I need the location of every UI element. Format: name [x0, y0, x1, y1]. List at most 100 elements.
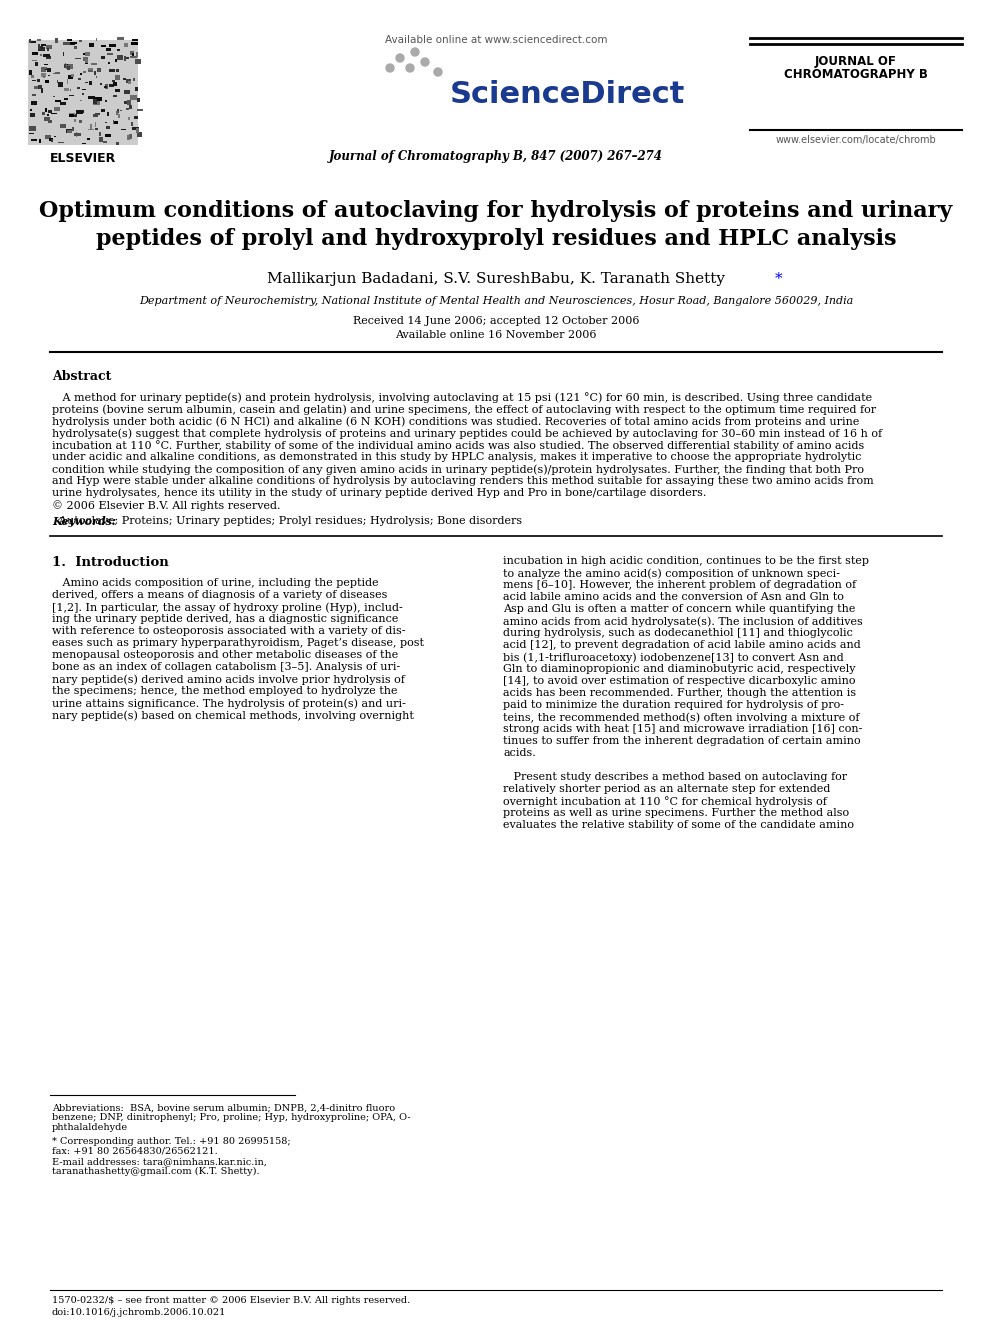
- Bar: [126, 78, 131, 82]
- Bar: [90, 62, 97, 65]
- Text: bis (1,1-trifluroacetoxy) iodobenzene[13] to convert Asn and: bis (1,1-trifluroacetoxy) iodobenzene[13…: [503, 652, 844, 663]
- Bar: [109, 69, 115, 71]
- Bar: [128, 116, 130, 120]
- Bar: [69, 42, 74, 45]
- Bar: [116, 142, 119, 144]
- Bar: [77, 111, 80, 114]
- Bar: [89, 81, 92, 85]
- Text: Optimum conditions of autoclaving for hydrolysis of proteins and urinary
peptide: Optimum conditions of autoclaving for hy…: [40, 200, 952, 250]
- Bar: [96, 75, 97, 78]
- Bar: [107, 53, 113, 56]
- Bar: [89, 44, 94, 46]
- Bar: [68, 75, 73, 78]
- Bar: [117, 37, 124, 40]
- Bar: [53, 95, 55, 98]
- Bar: [124, 56, 126, 61]
- Bar: [127, 99, 128, 105]
- Bar: [74, 119, 75, 122]
- Bar: [113, 95, 117, 98]
- Bar: [130, 57, 137, 58]
- Bar: [66, 65, 72, 69]
- Text: Received 14 June 2006; accepted 12 October 2006: Received 14 June 2006; accepted 12 Octob…: [353, 316, 639, 325]
- Text: JOURNAL OF: JOURNAL OF: [815, 56, 897, 67]
- Circle shape: [386, 64, 394, 71]
- Bar: [133, 127, 139, 130]
- Bar: [126, 57, 129, 60]
- Text: overnight incubation at 110 °C for chemical hydrolysis of: overnight incubation at 110 °C for chemi…: [503, 796, 827, 807]
- Bar: [31, 41, 37, 44]
- Text: tinues to suffer from the inherent degradation of certain amino: tinues to suffer from the inherent degra…: [503, 736, 861, 746]
- Text: eases such as primary hyperparathyroidism, Paget’s disease, post: eases such as primary hyperparathyroidis…: [52, 638, 424, 648]
- Text: ing the urinary peptide derived, has a diagnostic significance: ing the urinary peptide derived, has a d…: [52, 614, 399, 624]
- Text: Abbreviations:  BSA, bovine serum albumin; DNPB, 2,4-dinitro fluoro: Abbreviations: BSA, bovine serum albumin…: [52, 1103, 395, 1113]
- Bar: [117, 110, 118, 112]
- Bar: [30, 70, 32, 75]
- Bar: [105, 134, 111, 138]
- Bar: [46, 57, 51, 60]
- Text: urine hydrolysates, hence its utility in the study of urinary peptide derived Hy: urine hydrolysates, hence its utility in…: [52, 488, 706, 497]
- Bar: [105, 85, 108, 89]
- Text: incubation in high acidic condition, continues to be the first step: incubation in high acidic condition, con…: [503, 556, 869, 566]
- Bar: [63, 89, 68, 90]
- Text: acids.: acids.: [503, 747, 536, 758]
- Bar: [41, 44, 46, 46]
- Text: to analyze the amino acid(s) composition of unknown speci-: to analyze the amino acid(s) composition…: [503, 568, 840, 578]
- Bar: [112, 79, 115, 82]
- Bar: [86, 138, 89, 139]
- Text: urine attains significance. The hydrolysis of protein(s) and uri-: urine attains significance. The hydrolys…: [52, 699, 406, 709]
- Bar: [93, 114, 97, 116]
- Bar: [114, 120, 118, 124]
- Text: Department of Neurochemistry, National Institute of Mental Health and Neuroscien: Department of Neurochemistry, National I…: [139, 296, 853, 306]
- Bar: [65, 128, 72, 134]
- Bar: [70, 74, 74, 78]
- Bar: [115, 75, 120, 79]
- Bar: [132, 53, 134, 56]
- Bar: [60, 124, 66, 128]
- Text: *: *: [775, 273, 783, 286]
- Circle shape: [406, 64, 414, 71]
- Bar: [45, 116, 50, 120]
- Bar: [69, 112, 75, 115]
- Text: hydrolysate(s) suggest that complete hydrolysis of proteins and urinary peptides: hydrolysate(s) suggest that complete hyd…: [52, 429, 882, 438]
- Text: proteins as well as urine specimens. Further the method also: proteins as well as urine specimens. Fur…: [503, 808, 849, 818]
- Bar: [106, 126, 110, 128]
- Bar: [42, 89, 43, 93]
- Bar: [132, 42, 138, 45]
- Bar: [89, 124, 91, 128]
- Bar: [84, 60, 88, 62]
- Text: menopausal osteoporosis and other metabolic diseases of the: menopausal osteoporosis and other metabo…: [52, 650, 398, 660]
- Bar: [41, 67, 47, 70]
- Text: derived, offers a means of diagnosis of a variety of diseases: derived, offers a means of diagnosis of …: [52, 590, 387, 601]
- Bar: [69, 114, 74, 116]
- Text: under acidic and alkaline conditions, as demonstrated in this study by HPLC anal: under acidic and alkaline conditions, as…: [52, 452, 861, 462]
- Bar: [45, 79, 49, 83]
- Text: ELSEVIER: ELSEVIER: [50, 152, 116, 165]
- Text: 1.  Introduction: 1. Introduction: [52, 556, 169, 569]
- Bar: [76, 110, 82, 114]
- Bar: [132, 38, 138, 41]
- Text: Present study describes a method based on autoclaving for: Present study describes a method based o…: [503, 773, 847, 782]
- Text: phthalaldehyde: phthalaldehyde: [52, 1123, 128, 1132]
- Bar: [63, 42, 69, 45]
- Circle shape: [396, 54, 404, 62]
- Bar: [95, 97, 102, 101]
- Bar: [93, 101, 100, 105]
- Bar: [100, 56, 105, 60]
- Bar: [76, 132, 77, 136]
- Bar: [95, 128, 98, 131]
- Bar: [63, 64, 68, 69]
- Bar: [98, 138, 103, 142]
- Text: Available online at www.sciencedirect.com: Available online at www.sciencedirect.co…: [385, 34, 607, 45]
- Bar: [129, 105, 132, 108]
- Text: acid [12], to prevent degradation of acid labile amino acids and: acid [12], to prevent degradation of aci…: [503, 640, 861, 650]
- Bar: [102, 142, 106, 143]
- Text: benzene; DNP, dinitrophenyl; Pro, proline; Hyp, hydroxyproline; OPA, O-: benzene; DNP, dinitrophenyl; Pro, prolin…: [52, 1113, 411, 1122]
- Bar: [67, 66, 69, 70]
- Text: during hydrolysis, such as dodecanethiol [11] and thioglycolic: during hydrolysis, such as dodecanethiol…: [503, 628, 853, 638]
- Bar: [70, 114, 76, 116]
- Bar: [83, 53, 88, 56]
- Bar: [126, 108, 129, 110]
- Text: www.elsevier.com/locate/chromb: www.elsevier.com/locate/chromb: [776, 135, 936, 146]
- Bar: [28, 40, 138, 146]
- Bar: [118, 114, 120, 118]
